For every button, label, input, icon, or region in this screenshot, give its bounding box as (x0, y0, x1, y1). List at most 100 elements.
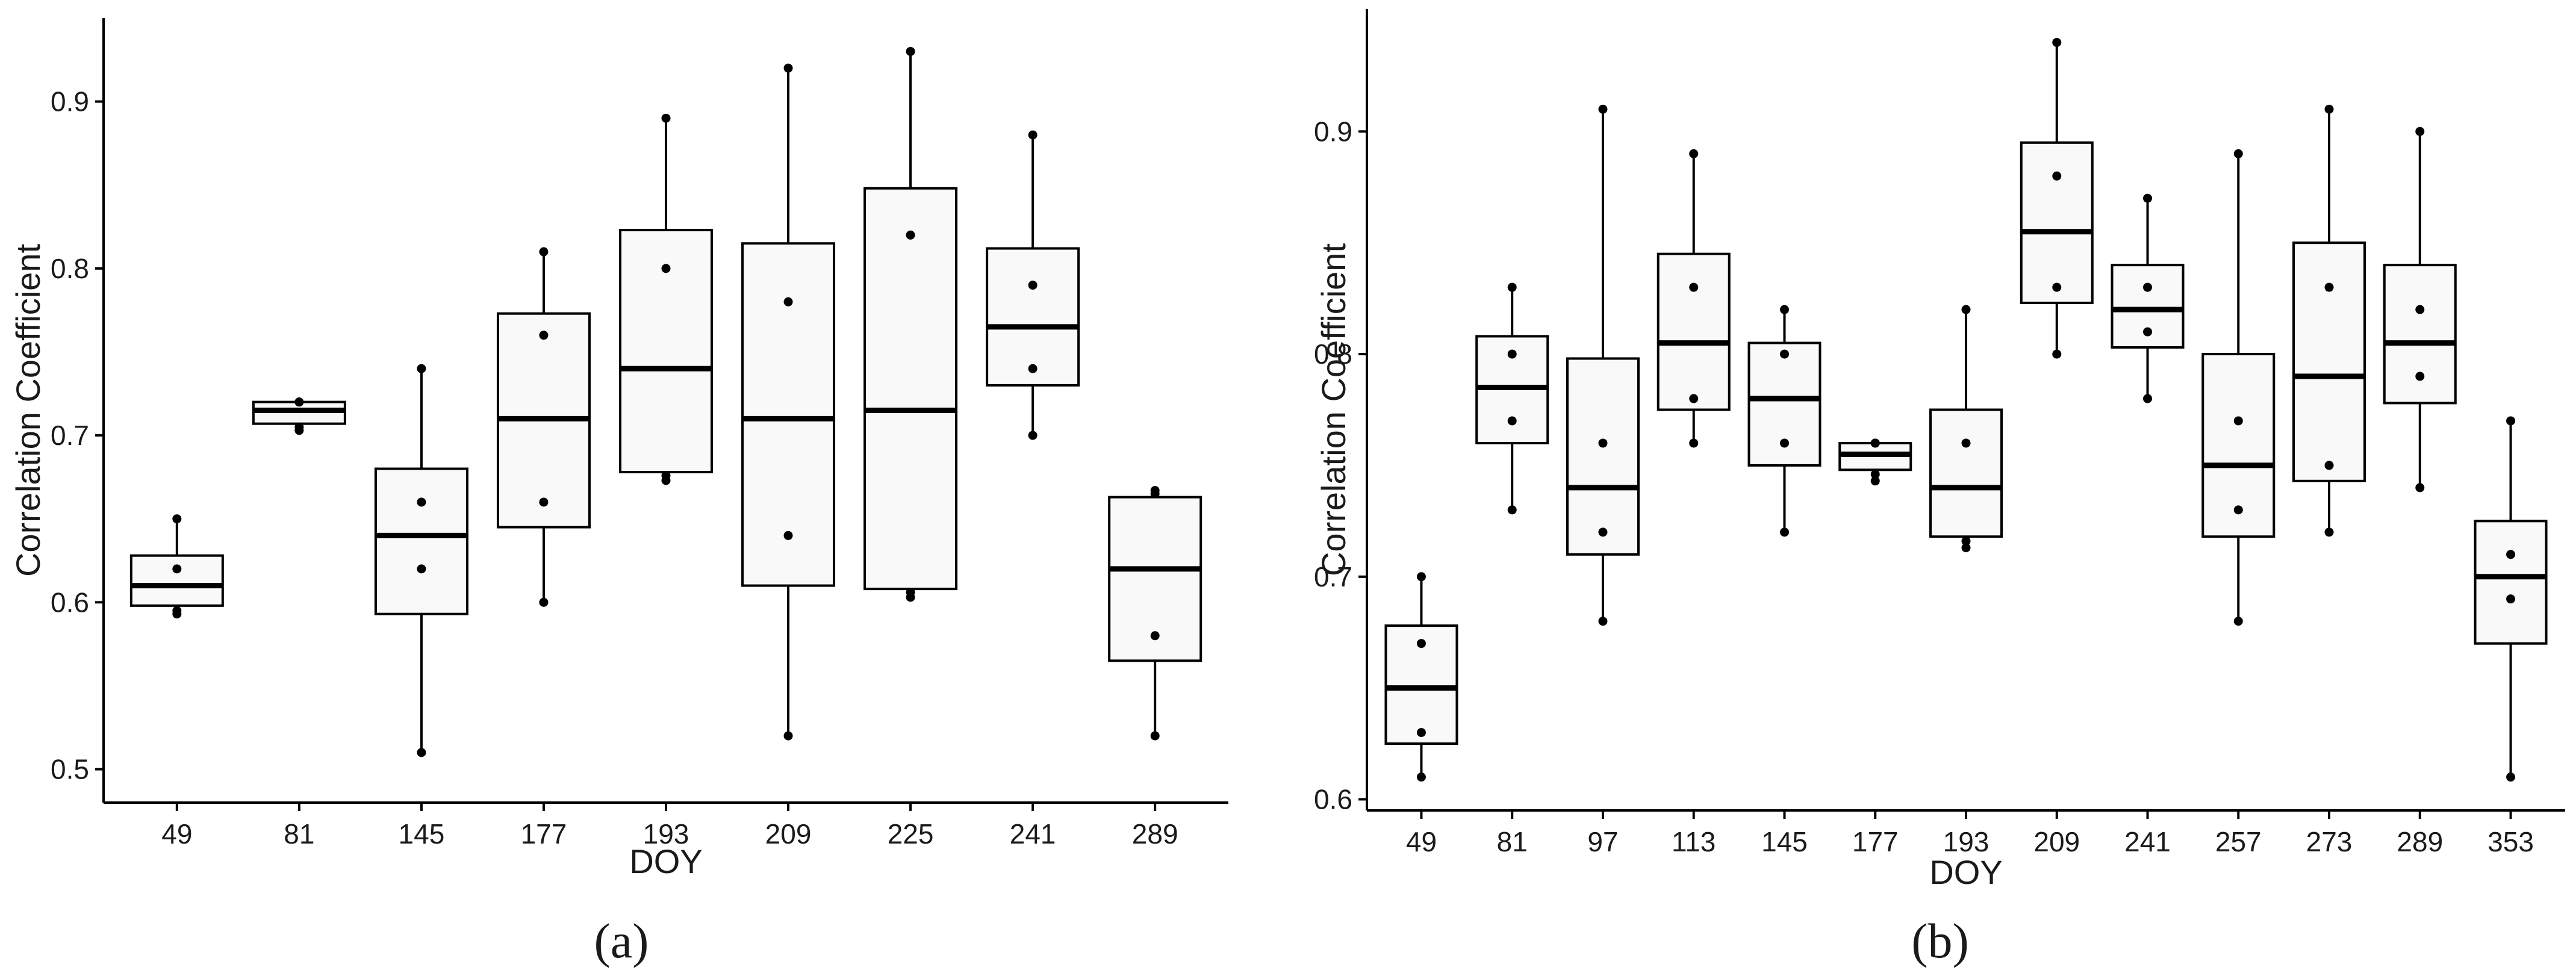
data-point (661, 471, 671, 480)
data-point (417, 497, 426, 507)
data-point (1416, 728, 1426, 738)
iqr-box (2292, 241, 2366, 482)
iqr-box (2020, 141, 2094, 305)
panel-label: (b) (1911, 913, 1969, 968)
data-point (417, 564, 426, 574)
data-point (1598, 438, 1608, 448)
data-point (1961, 536, 1971, 546)
data-point (1689, 149, 1699, 158)
data-point (2415, 483, 2425, 493)
data-point (2324, 527, 2334, 537)
data-point (1598, 104, 1608, 114)
data-point (1416, 772, 1426, 782)
data-point (1598, 527, 1608, 537)
iqr-box (2383, 264, 2457, 405)
x-tick-label: 289 (1132, 818, 1178, 850)
data-point (2233, 505, 2243, 515)
data-point (2506, 594, 2516, 604)
data-point (172, 606, 182, 615)
x-axis-title: DOY (629, 842, 702, 880)
data-point (1779, 349, 1789, 359)
data-point (1028, 130, 1038, 140)
x-tick-label: 145 (1761, 826, 1808, 857)
data-point (2415, 371, 2425, 381)
data-point (2233, 617, 2243, 626)
data-point (2052, 37, 2062, 47)
data-point (2324, 461, 2334, 470)
data-point (539, 247, 549, 256)
data-point (2415, 126, 2425, 136)
x-tick-label: 273 (2306, 826, 2353, 857)
data-point (172, 514, 182, 524)
data-point (1689, 438, 1699, 448)
x-tick-label: 145 (399, 818, 445, 850)
y-axis-title: Correlation Coefficient (9, 244, 47, 577)
y-tick-label: 0.8 (51, 253, 89, 284)
y-tick-label: 0.6 (1314, 784, 1352, 815)
data-point (1150, 631, 1160, 641)
y-tick-label: 0.9 (1314, 116, 1352, 147)
panel-a-boxplot: 0.5 0.6 0.7 0.8 0.9 49 81 145 177 193 209 225 241 289… (9, 18, 1228, 968)
x-tick-label: 177 (1852, 826, 1899, 857)
data-point (1779, 438, 1789, 448)
data-point (906, 230, 915, 240)
data-point (2324, 282, 2334, 292)
y-tick-label: 0.5 (51, 754, 89, 785)
x-tick-label: 81 (284, 818, 314, 850)
data-point (1961, 438, 1971, 448)
data-point (1416, 572, 1426, 582)
data-point (1507, 505, 1517, 515)
x-tick-label: 209 (2033, 826, 2080, 857)
x-tick-label: 257 (2215, 826, 2262, 857)
x-tick-label: 49 (1406, 826, 1437, 857)
data-point (539, 497, 549, 507)
data-point (906, 46, 915, 56)
data-point (661, 264, 671, 273)
x-tick-label: 353 (2487, 826, 2534, 857)
y-tick-label: 0.8 (1314, 338, 1352, 370)
x-tick-label: 97 (1587, 826, 1618, 857)
data-point (1689, 282, 1699, 292)
data-point (539, 331, 549, 340)
data-point (1507, 416, 1517, 426)
data-point (2506, 416, 2516, 426)
iqr-box (986, 247, 1080, 387)
data-point (539, 597, 549, 607)
iqr-box (1929, 408, 2003, 538)
data-point (1779, 305, 1789, 314)
data-point (2415, 305, 2425, 314)
x-tick-label: 225 (888, 818, 934, 850)
y-axis-title: Correlation Coefficient (1314, 243, 1352, 576)
data-point (1028, 364, 1038, 373)
data-point (1416, 639, 1426, 648)
data-point (2052, 171, 2062, 181)
data-point (783, 297, 793, 306)
data-point (1028, 431, 1038, 440)
data-point (2052, 282, 2062, 292)
data-point (2143, 193, 2153, 203)
iqr-box (374, 467, 468, 615)
data-point (1150, 731, 1160, 741)
data-point (1507, 282, 1517, 292)
data-point (417, 364, 426, 373)
y-tick-label: 0.9 (51, 86, 89, 117)
data-point (2506, 550, 2516, 559)
panel-label: (a) (594, 913, 649, 968)
data-point (172, 564, 182, 574)
data-point (1028, 281, 1038, 290)
data-point (1870, 470, 1880, 479)
data-point (783, 63, 793, 73)
data-point (2324, 104, 2334, 114)
data-point (2143, 394, 2153, 403)
data-point (417, 748, 426, 757)
data-point (783, 731, 793, 741)
x-tick-label: 49 (161, 818, 192, 850)
data-point (2233, 416, 2243, 426)
x-tick-label: 81 (1497, 826, 1528, 857)
data-point (1961, 305, 1971, 314)
panel-b-boxplot: 0.6 0.7 0.8 0.9 49 81 97 113 145 177 193 209 241 257 2… (1314, 9, 2565, 968)
iqr-box (863, 187, 958, 591)
iqr-box (129, 554, 224, 607)
iqr-box (1657, 252, 1731, 411)
